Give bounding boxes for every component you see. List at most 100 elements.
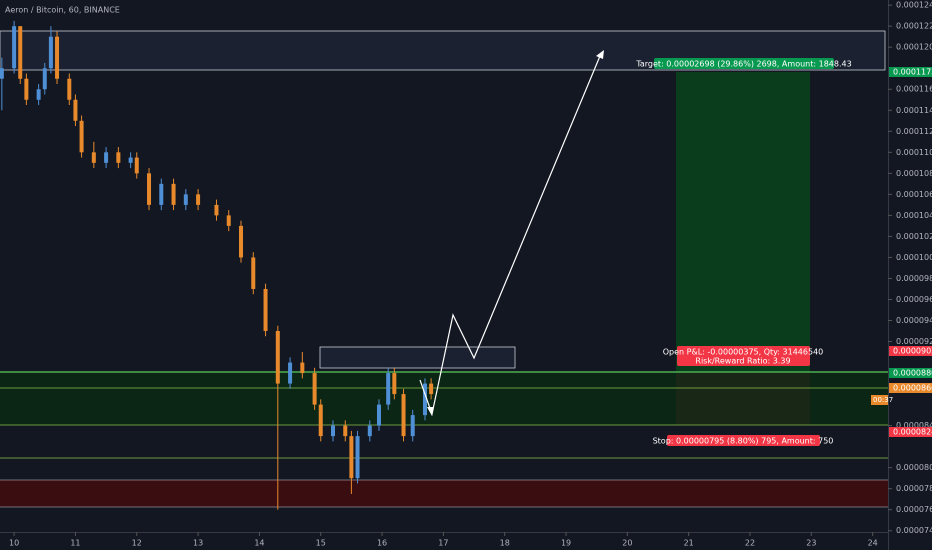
- y-tick-label: 0.00011000: [896, 148, 932, 157]
- candle-body: [429, 383, 434, 395]
- y-tick-label: 0.00010400: [896, 211, 932, 220]
- y-tick-label: 0.00008000: [896, 463, 932, 472]
- x-tick-label: 19: [561, 539, 571, 548]
- x-tick-label: 18: [500, 539, 510, 548]
- x-tick-label: 23: [806, 539, 816, 548]
- candle-body: [263, 288, 268, 332]
- y-tick-label: 0.00010600: [896, 190, 932, 199]
- y-tick-label: 0.00007600: [896, 505, 932, 514]
- projection-path: [419, 55, 601, 417]
- candle-body: [367, 425, 372, 437]
- x-tick-label: 17: [438, 539, 448, 548]
- price-label: 0.00008240: [893, 428, 932, 437]
- price-label: 0.00008808: [893, 369, 932, 378]
- price-label-box: [889, 67, 932, 77]
- x-tick-label: 21: [684, 539, 694, 548]
- candle-body: [349, 436, 354, 479]
- y-tick-label: 0.00009400: [896, 316, 932, 325]
- x-tick-label: 13: [193, 539, 203, 548]
- x-tick-label: 24: [868, 539, 878, 548]
- target-box: [319, 346, 516, 369]
- y-tick-label: 0.00009600: [896, 295, 932, 304]
- y-tick-label: 0.00012400: [896, 1, 932, 10]
- chart-title: Aeron / Bitcoin, 60, BINANCE: [5, 6, 120, 15]
- y-tick-label: 0.00011400: [896, 106, 932, 115]
- rr-label: Risk/Reward Ratio: 3.39: [695, 357, 790, 366]
- y-tick-label: 0.00012200: [896, 22, 932, 31]
- candle-body: [55, 36, 60, 79]
- candle-body: [331, 425, 335, 437]
- candle-body: [214, 204, 219, 216]
- arrow-head: [596, 50, 604, 59]
- y-tick-label: 0.00008400: [896, 421, 932, 430]
- candle-body: [275, 331, 280, 384]
- x-tick-label: 10: [9, 539, 19, 548]
- candle-body: [18, 26, 23, 79]
- candle-body: [392, 373, 397, 395]
- candle-body: [134, 157, 139, 174]
- candle-body: [239, 225, 244, 258]
- candle-body: [312, 373, 317, 405]
- candle-body: [376, 404, 381, 426]
- price-label: 0.00009035: [893, 347, 932, 356]
- x-tick-label: 16: [377, 539, 387, 548]
- price-label: 0.00008660: [893, 384, 932, 393]
- candle-body: [128, 157, 133, 163]
- x-tick-label: 12: [132, 539, 142, 548]
- candle-body: [386, 373, 391, 405]
- candle-body: [159, 183, 164, 205]
- y-tick-label: 0.00011200: [896, 127, 932, 136]
- countdown: 00:37: [873, 396, 893, 404]
- y-tick-label: 0.00009800: [896, 274, 932, 283]
- candle-body: [183, 194, 188, 205]
- y-tick-label: 0.00007400: [896, 526, 932, 535]
- x-tick-label: 20: [622, 539, 632, 548]
- price-label-box: [889, 427, 932, 437]
- candle-body: [36, 89, 41, 100]
- candle-body: [343, 425, 348, 437]
- projection: [419, 50, 604, 417]
- candle-body: [91, 152, 96, 163]
- candle-body: [67, 78, 72, 100]
- x-tick-label: 11: [70, 539, 80, 548]
- price-label-box: [889, 383, 932, 393]
- candle-body: [196, 194, 201, 205]
- candles: [0, 20, 434, 510]
- y-tick-label: 0.00010000: [896, 253, 932, 262]
- candle-body: [116, 152, 121, 163]
- candle-body: [171, 183, 176, 205]
- stop-label: Stop: 0.00000795 (8.80%) 795, Amount: 75…: [653, 437, 834, 446]
- price-label: 0.00011733: [893, 68, 932, 77]
- candle-body: [24, 78, 29, 100]
- candle-body: [226, 215, 231, 226]
- candle-body: [73, 99, 78, 121]
- candle-body: [147, 173, 152, 205]
- candle-body: [42, 68, 47, 90]
- candle-body: [422, 383, 427, 416]
- x-tick-label: 15: [316, 539, 326, 548]
- pnl-label: Open P&L: -0.00000375, Qty: 31446540: [663, 348, 824, 357]
- candle-body: [288, 362, 293, 384]
- price-label-box: [889, 346, 932, 356]
- demand-zone: [0, 480, 888, 507]
- stop-label-box: [667, 435, 820, 446]
- target-label-box: [654, 58, 834, 69]
- target-label: Target: 0.00002698 (29.86%) 2698, Amount…: [635, 60, 851, 69]
- x-tick-label: 14: [254, 539, 264, 548]
- y-tick-label: 0.00011600: [896, 85, 932, 94]
- candle-body: [251, 257, 256, 289]
- candle-body: [401, 394, 406, 437]
- profit-zone: [676, 72, 810, 372]
- y-tick-label: 0.00010800: [896, 169, 932, 178]
- position-labels: Target: 0.00002698 (29.86%) 2698, Amount…: [635, 58, 852, 446]
- arrow-head: [427, 407, 434, 416]
- pnl-label-box: [677, 346, 810, 366]
- candle-body: [79, 120, 84, 153]
- y-tick-label: 0.00009200: [896, 337, 932, 346]
- candle-body: [104, 152, 109, 163]
- y-tick-label: 0.00010200: [896, 232, 932, 241]
- y-tick-label: 0.00012000: [896, 43, 932, 52]
- drawings: [0, 30, 888, 508]
